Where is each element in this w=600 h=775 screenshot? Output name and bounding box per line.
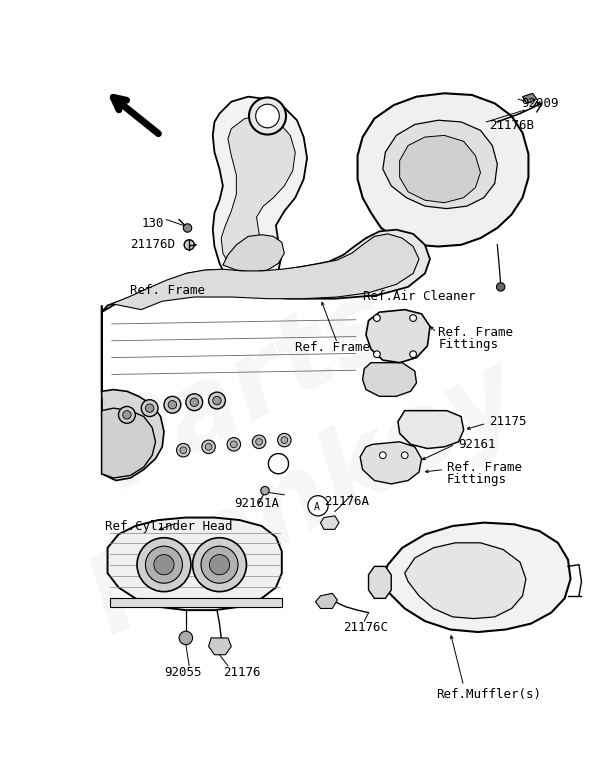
Polygon shape: [223, 235, 284, 272]
Text: 21175: 21175: [489, 415, 526, 428]
Circle shape: [227, 438, 241, 451]
Text: 92161A: 92161A: [234, 498, 279, 511]
Circle shape: [186, 394, 203, 411]
Circle shape: [123, 411, 131, 419]
Polygon shape: [221, 116, 295, 270]
Circle shape: [213, 396, 221, 405]
Polygon shape: [213, 97, 307, 288]
Circle shape: [253, 435, 266, 449]
Circle shape: [281, 437, 287, 443]
Polygon shape: [101, 398, 155, 478]
Text: Ref.Muffler(s): Ref.Muffler(s): [436, 688, 541, 701]
Circle shape: [256, 439, 262, 445]
Text: 21176A: 21176A: [324, 494, 369, 508]
Circle shape: [145, 546, 182, 584]
Polygon shape: [523, 93, 537, 103]
Circle shape: [176, 443, 190, 457]
Circle shape: [308, 496, 328, 516]
Text: Ref.Air Cleaner: Ref.Air Cleaner: [362, 291, 475, 303]
Polygon shape: [405, 542, 526, 618]
Circle shape: [209, 392, 226, 409]
Text: 92161: 92161: [458, 439, 496, 451]
Circle shape: [202, 440, 215, 453]
Text: A: A: [274, 460, 280, 470]
Circle shape: [179, 631, 193, 645]
Polygon shape: [107, 518, 282, 610]
Circle shape: [374, 351, 380, 357]
Polygon shape: [101, 305, 164, 480]
Text: Ref.Cylinder Head: Ref.Cylinder Head: [105, 520, 233, 533]
Circle shape: [209, 555, 230, 575]
Circle shape: [201, 546, 238, 584]
Polygon shape: [112, 234, 419, 310]
Polygon shape: [400, 136, 481, 203]
Text: 21176: 21176: [223, 666, 260, 679]
Text: Ref. Frame: Ref. Frame: [439, 326, 514, 339]
Circle shape: [410, 315, 416, 322]
Circle shape: [496, 283, 505, 291]
Polygon shape: [368, 567, 391, 598]
Circle shape: [256, 105, 279, 128]
Circle shape: [374, 315, 380, 322]
Polygon shape: [383, 120, 497, 208]
Circle shape: [230, 441, 237, 448]
Text: Ref. Frame: Ref. Frame: [447, 461, 522, 474]
Circle shape: [145, 404, 154, 412]
Text: 92055: 92055: [164, 666, 202, 679]
Text: Fittings: Fittings: [447, 473, 507, 486]
Circle shape: [249, 98, 286, 135]
Circle shape: [193, 538, 247, 591]
Text: Ref. Frame: Ref. Frame: [295, 341, 370, 353]
Circle shape: [401, 452, 408, 459]
Text: Ref. Frame: Ref. Frame: [130, 284, 205, 298]
Circle shape: [184, 239, 194, 250]
Text: 21176C: 21176C: [343, 621, 388, 634]
Circle shape: [137, 538, 191, 591]
Polygon shape: [320, 516, 339, 529]
Polygon shape: [316, 594, 337, 608]
Polygon shape: [358, 93, 529, 246]
Text: 21176B: 21176B: [489, 119, 534, 132]
Text: A: A: [314, 502, 320, 512]
Polygon shape: [209, 638, 231, 655]
Circle shape: [164, 396, 181, 413]
Circle shape: [180, 447, 187, 453]
Text: Parts
Monkey: Parts Monkey: [14, 232, 538, 656]
Text: 130: 130: [141, 217, 164, 230]
Text: 92009: 92009: [521, 97, 559, 110]
Circle shape: [154, 555, 174, 575]
Circle shape: [190, 398, 199, 406]
Polygon shape: [101, 229, 430, 312]
Circle shape: [278, 433, 291, 447]
Polygon shape: [366, 310, 430, 363]
Circle shape: [168, 401, 176, 409]
Circle shape: [119, 406, 136, 423]
Text: 21176D: 21176D: [130, 238, 175, 251]
Polygon shape: [360, 442, 422, 484]
Circle shape: [261, 487, 269, 494]
Polygon shape: [383, 522, 571, 632]
Circle shape: [184, 224, 192, 232]
Circle shape: [268, 453, 289, 474]
Circle shape: [379, 452, 386, 459]
Polygon shape: [110, 598, 282, 607]
Circle shape: [205, 443, 212, 450]
Polygon shape: [362, 363, 416, 396]
Circle shape: [410, 351, 416, 357]
Polygon shape: [398, 411, 464, 449]
Text: Fittings: Fittings: [439, 338, 499, 351]
Circle shape: [141, 400, 158, 416]
